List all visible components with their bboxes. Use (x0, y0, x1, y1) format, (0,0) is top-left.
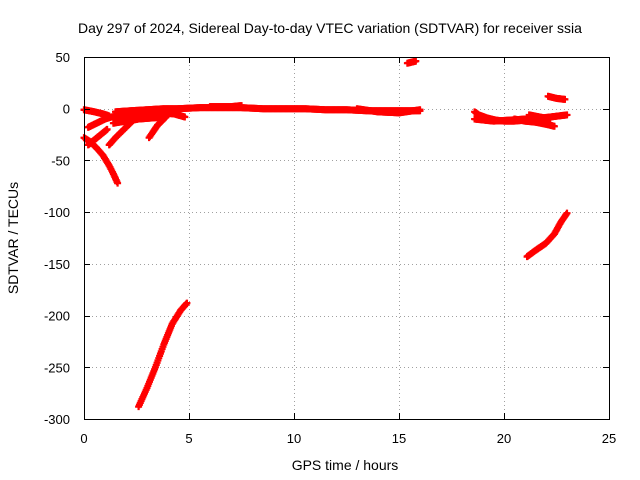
data-point (561, 95, 569, 103)
data-point (550, 122, 558, 130)
x-tick-label: 5 (185, 431, 192, 446)
y-tick-labels: 50 0 -50 -100 -150 -200 -250 -300 (44, 50, 70, 427)
y-tick-label: -150 (44, 257, 70, 272)
data-point (162, 113, 170, 121)
x-tick-labels: 0 5 10 15 20 25 (80, 431, 616, 446)
y-tick-label: -100 (44, 205, 70, 220)
x-tick-label: 20 (497, 431, 511, 446)
y-tick-label: -300 (44, 412, 70, 427)
y-tick-label: -200 (44, 309, 70, 324)
data-point (546, 115, 554, 123)
data-point (114, 179, 122, 187)
x-tick-label: 0 (80, 431, 87, 446)
data-point (103, 125, 111, 133)
data-point (181, 113, 189, 121)
x-tick-label: 10 (287, 431, 301, 446)
x-tick-label: 15 (392, 431, 406, 446)
y-tick-label: -50 (51, 153, 70, 168)
x-axis-label: GPS time / hours (292, 457, 399, 473)
chart-title: Day 297 of 2024, Sidereal Day-to-day VTE… (78, 20, 582, 36)
data-point (238, 102, 245, 110)
y-tick-label: -250 (44, 360, 70, 375)
data-point (563, 209, 571, 217)
plot-frame (84, 57, 610, 420)
y-axis-label: SDTVAR / TECUs (5, 182, 21, 294)
data-point (183, 299, 191, 307)
data-point (416, 106, 424, 114)
x-tick-label: 25 (602, 431, 616, 446)
y-tick-label: 0 (63, 102, 70, 117)
data-point (412, 57, 420, 65)
data-point (563, 111, 571, 119)
axis-ticks (84, 57, 610, 420)
data-points (80, 57, 571, 411)
y-tick-label: 50 (56, 50, 70, 65)
